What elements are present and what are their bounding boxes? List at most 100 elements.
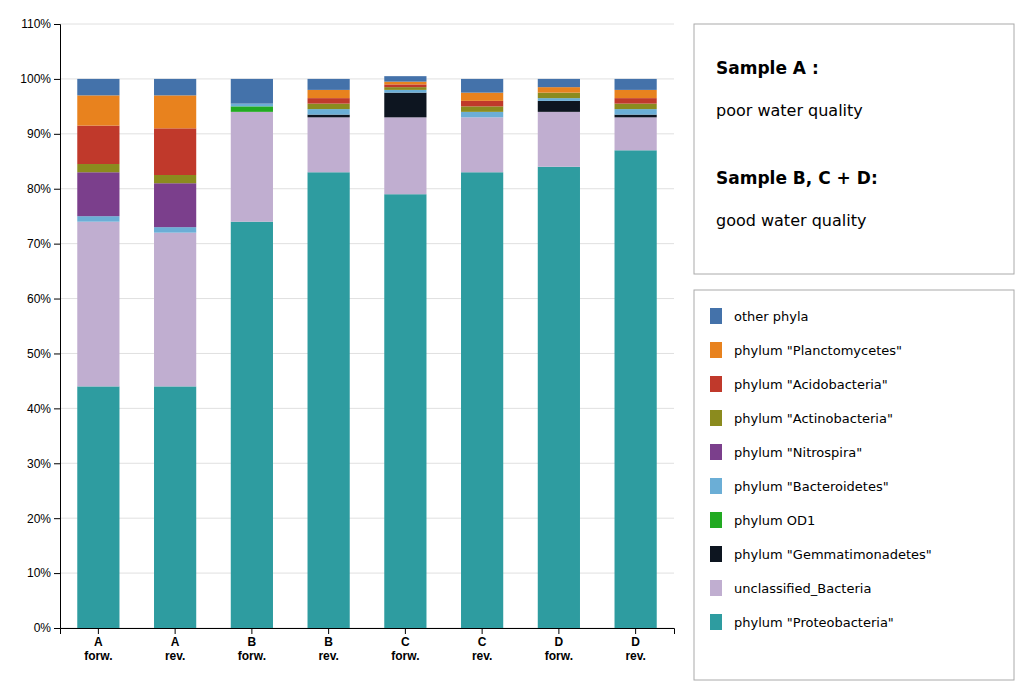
bar-layer (77, 84, 656, 175)
bar-segment (615, 115, 657, 118)
bar-segment (154, 227, 196, 232)
legend-swatch (710, 410, 722, 426)
x-tick: Dforw. (545, 628, 573, 663)
legend-label: phylum "Gemmatimonadetes" (734, 547, 932, 562)
tick-mark (558, 628, 559, 634)
bar-segment (615, 150, 657, 628)
bar-segment (384, 87, 426, 90)
bar-segment (461, 93, 503, 101)
legend-frame (694, 290, 1014, 680)
x-tick-label: Brev. (318, 635, 338, 663)
bar-layer (231, 106, 273, 111)
bar-layer (77, 90, 656, 233)
bar-segment (77, 222, 119, 387)
legend-item: phylum "Gemmatimonadetes" (710, 546, 932, 562)
bar-layer (77, 76, 656, 103)
tick-mark (98, 628, 99, 634)
tick-mark (54, 518, 60, 519)
bar-segment (231, 222, 273, 628)
x-tick: Brev. (318, 628, 338, 663)
x-tick: Drev. (625, 628, 645, 663)
bar-segment (384, 84, 426, 87)
bar-layer (77, 172, 196, 227)
y-tick-label: 60% (27, 292, 51, 306)
bar-segment (308, 117, 350, 172)
legend-label: phylum "Planctomycetes" (734, 343, 902, 358)
tick-mark (54, 244, 60, 245)
grid-line (60, 573, 674, 574)
grid-line (60, 78, 674, 79)
x-tick-label: Aforw. (84, 635, 112, 663)
axis-line (54, 25, 61, 629)
tick-mark (175, 628, 176, 634)
legend-swatch (710, 342, 722, 358)
y-tick: 40% (27, 402, 60, 416)
x-axis: Aforw.Arev.Bforw.Brev.Cforw.Crev.Dforw.D… (61, 628, 675, 663)
y-tick-label: 30% (27, 457, 51, 471)
bar-segment (231, 104, 273, 107)
tick-mark (54, 24, 60, 25)
x-tick: Aforw. (84, 628, 112, 663)
grid (60, 24, 674, 628)
bar-segment (461, 172, 503, 628)
bar-segment (154, 95, 196, 128)
chart: 0%10%20%30%40%50%60%70%80%90%100%110%Afo… (0, 0, 1024, 692)
bar-segment (384, 93, 426, 118)
bar-segment (538, 93, 580, 98)
legend-label: phylum "Actinobacteria" (734, 411, 893, 426)
plot-area: 0%10%20%30%40%50%60%70%80%90%100%110%Afo… (20, 17, 674, 663)
legend-item: unclassified_Bacteria (710, 580, 871, 596)
bar-segment (77, 216, 119, 221)
bar-segment (154, 175, 196, 183)
bar-layer (77, 112, 656, 387)
y-tick: 60% (27, 292, 60, 306)
grid-line (60, 298, 674, 299)
bar-segment (231, 106, 273, 111)
x-tick-label: Bforw. (238, 635, 266, 663)
x-tick-label: Drev. (625, 635, 645, 663)
tick-mark (54, 408, 60, 409)
y-tick-label: 110% (21, 17, 51, 31)
bar-segment (384, 117, 426, 194)
y-tick-label: 50% (27, 347, 51, 361)
bar-segment (308, 109, 350, 114)
grid-line (60, 353, 674, 354)
bar-segment (308, 98, 350, 103)
bar-segment (77, 172, 119, 216)
x-tick: Crev. (472, 628, 492, 663)
tick-mark (251, 628, 252, 634)
tick-mark (54, 134, 60, 135)
tick-mark (54, 463, 60, 464)
legend-label: other phyla (734, 309, 809, 324)
bar-segment (308, 79, 350, 90)
tick-mark (482, 628, 483, 634)
tick-mark (635, 628, 636, 634)
y-tick-label: 40% (27, 402, 51, 416)
annotation-box: Sample A :poor water qualitySample B, C … (694, 24, 1014, 274)
legend-item: phylum "Actinobacteria" (710, 410, 893, 426)
y-tick: 90% (27, 127, 60, 141)
bars (77, 76, 656, 628)
bar-segment (461, 79, 503, 93)
y-tick-label: 0% (34, 621, 52, 635)
legend-label: phylum "Proteobacteria" (734, 615, 894, 630)
bar-segment (154, 183, 196, 227)
bar-layer (77, 150, 656, 628)
legend-label: phylum OD1 (734, 513, 815, 528)
legend-swatch (710, 478, 722, 494)
tick-mark (405, 628, 406, 634)
bar-segment (615, 90, 657, 98)
y-tick-label: 20% (27, 512, 51, 526)
y-tick-label: 100% (20, 72, 51, 86)
bar-segment (461, 117, 503, 172)
grid-line (60, 188, 674, 189)
bar-segment (615, 79, 657, 90)
tick-mark (54, 79, 60, 80)
annotation: poor water quality (716, 101, 863, 120)
x-tick-label: Dforw. (545, 635, 573, 663)
tick-mark (54, 628, 60, 629)
legend-swatch (710, 580, 722, 596)
legend-swatch (710, 444, 722, 460)
annotation-frame (694, 24, 1014, 274)
bar-segment (538, 167, 580, 628)
